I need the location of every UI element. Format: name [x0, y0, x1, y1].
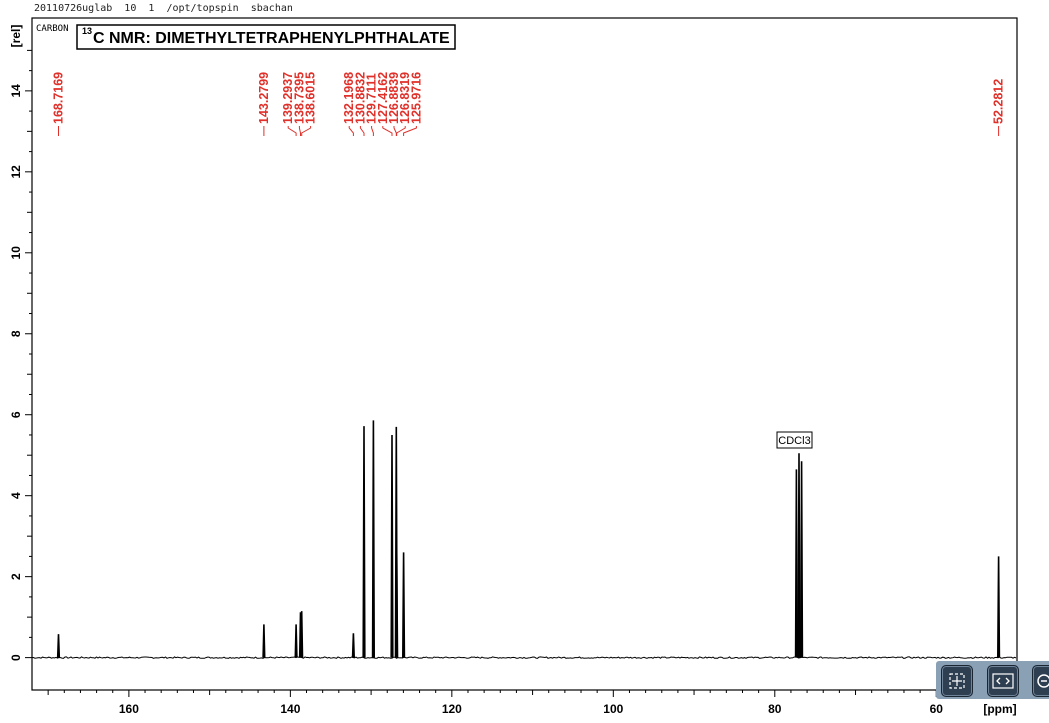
peak-label: 132.1968: [342, 72, 356, 124]
peak-label: 138.7395: [292, 72, 306, 124]
peak-label: 143.2799: [257, 72, 271, 124]
title-frame: [76, 24, 456, 50]
plot-border: [31, 17, 1018, 691]
peak-label-leader: [396, 126, 406, 136]
x-tick-label: 60: [930, 702, 944, 716]
peak-label: 127.4162: [376, 72, 390, 124]
spectrum-peak: [262, 624, 266, 658]
peak-label-leader: [359, 126, 365, 136]
spectrum-peak: [800, 461, 804, 658]
y-tick-label: 6: [9, 411, 23, 418]
peak-label-leader: [403, 126, 417, 136]
peak-label: 138.6015: [304, 72, 318, 124]
title-superscript: 13: [82, 26, 92, 36]
chart-title: C NMR: DIMETHYLTETRAPHENYLPHTHALATE: [93, 30, 450, 47]
fit-icon: [949, 673, 965, 689]
y-tick-label: 10: [9, 246, 23, 260]
peak-label: 52.2812: [992, 79, 1006, 124]
peak-label: 139.2937: [281, 72, 295, 124]
y-tick-label: 4: [9, 492, 23, 499]
peak-label: 125.9716: [409, 72, 423, 124]
peak-label-leader: [393, 126, 397, 136]
peak-label-leader: [298, 126, 301, 136]
fit-view-button[interactable]: [941, 665, 973, 697]
y-tick-label: 14: [9, 84, 23, 98]
solvent-label-box: CDCl3: [776, 431, 813, 449]
peak-label-leader: [301, 126, 312, 136]
experiment-corner-label: CARBON: [36, 24, 69, 34]
chevron-left-right-icon: [992, 673, 1014, 689]
spectrum-peak: [351, 633, 355, 658]
peak-label-leader: [371, 126, 374, 136]
x-tick-label: 100: [603, 702, 623, 716]
y-tick-label: 8: [9, 330, 23, 337]
spectrum-trace: [31, 420, 1017, 659]
spectrum-peak: [300, 611, 304, 658]
plot-frame: [31, 17, 1018, 691]
peak-label: 168.7169: [52, 72, 66, 124]
y-tick-label: 12: [9, 165, 23, 179]
chart-title-box: 13 C NMR: DIMETHYLTETRAPHENYLPHTHALATE: [76, 24, 456, 50]
minus-circle-icon: [1037, 674, 1049, 688]
spectrum-peak: [371, 420, 375, 658]
peak-label: 126.8319: [398, 72, 412, 124]
peak-label-leader: [382, 126, 393, 136]
spectrum-peak: [362, 426, 366, 658]
spectrum-peak: [794, 469, 798, 658]
spectrum-peak: [797, 453, 801, 658]
y-axis: 0 2 4 6 8 10 12 14: [9, 49, 32, 661]
spectrum-peak: [56, 634, 61, 658]
spectrum-peak: [294, 624, 298, 658]
y-axis-label: [rel]: [9, 25, 23, 48]
x-tick-label: 160: [119, 702, 139, 716]
x-axis-label: [ppm]: [983, 702, 1016, 716]
peak-labels: 168.7169 143.2799 139.2937138.7395138.6015…: [52, 72, 1006, 136]
baseline-noise: [31, 656, 1017, 659]
peak-label-leader: [348, 126, 354, 136]
peak-label-leader: [287, 126, 297, 136]
x-tick-label: 120: [442, 702, 462, 716]
acquisition-header: 20110726uglab 10 1 /opt/topspin sbachan: [34, 3, 293, 14]
peak-label: 130.8832: [353, 72, 367, 124]
x-tick-label: 140: [280, 702, 300, 716]
spectrum-peak: [997, 556, 1001, 658]
peak-label: 129.7111: [365, 73, 379, 124]
horizontal-expand-button[interactable]: [987, 665, 1019, 697]
x-tick-label: 80: [768, 702, 782, 716]
x-axis: 160 140 120 100 80 60: [47, 690, 1002, 716]
spectrum-peak: [402, 552, 406, 658]
zoom-out-button[interactable]: [1032, 665, 1049, 697]
y-tick-label: 2: [9, 573, 23, 580]
y-tick-label: 0: [9, 654, 23, 661]
spectrum-peak: [390, 434, 394, 658]
peak-label: 126.8839: [387, 72, 401, 124]
solvent-label: CDCl3: [778, 435, 810, 447]
spectrum-peak: [395, 552, 399, 658]
